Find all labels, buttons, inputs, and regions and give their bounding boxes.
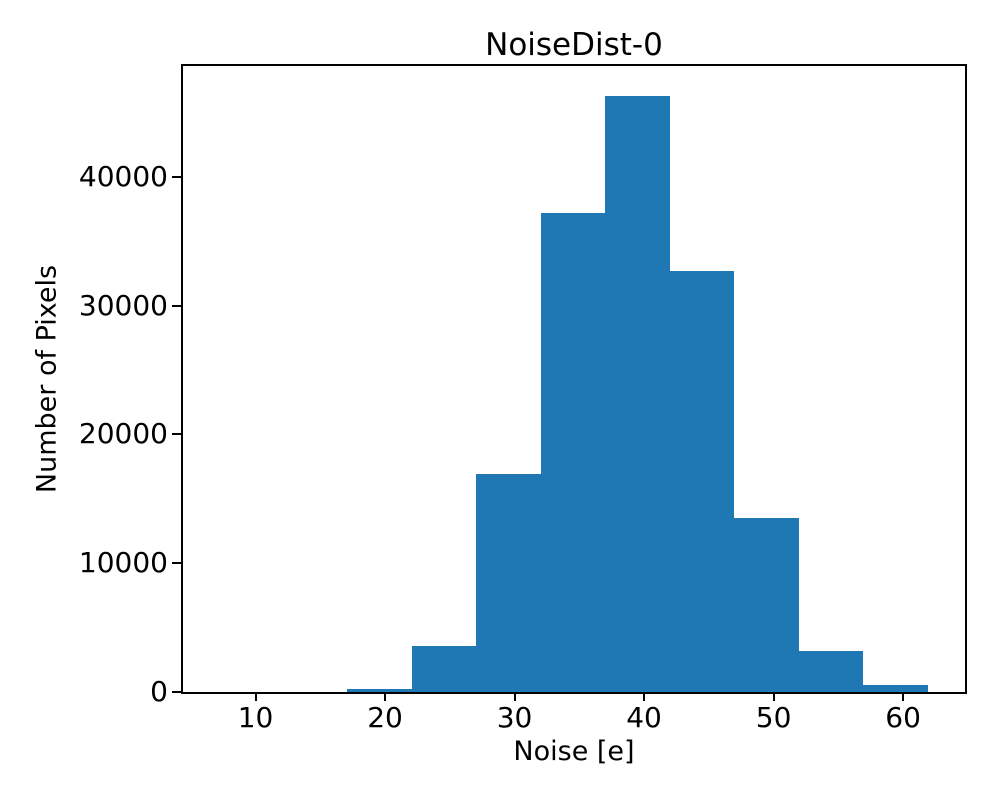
y-tick-label: 20000 (78, 417, 168, 451)
x-tick-mark (254, 692, 257, 701)
x-tick-label: 10 (237, 701, 274, 734)
histogram-bar (734, 518, 799, 692)
y-tick-mark (172, 175, 181, 178)
y-tick-label: 40000 (78, 159, 168, 193)
x-tick-mark (643, 692, 646, 701)
histogram-bar (346, 689, 412, 692)
x-tick-mark (902, 692, 905, 701)
x-tick-mark (772, 692, 775, 701)
y-tick-mark (172, 304, 181, 307)
chart-title: NoiseDist-0 (485, 27, 663, 63)
histogram-bar (863, 684, 928, 692)
x-tick-label: 60 (885, 701, 921, 734)
y-axis-label: Number of Pixels (31, 264, 63, 494)
x-tick-label: 30 (496, 701, 533, 734)
y-tick-mark (172, 433, 181, 436)
y-tick-label: 0 (150, 675, 168, 708)
bars-layer (183, 66, 965, 692)
histogram-bar (411, 646, 477, 692)
x-tick-label: 40 (626, 701, 662, 734)
x-axis-label: Noise [e] (513, 736, 635, 767)
x-tick-label: 50 (755, 701, 792, 734)
y-tick-label: 10000 (78, 546, 168, 580)
histogram-bar (669, 270, 735, 692)
x-tick-label: 20 (367, 701, 403, 734)
x-tick-mark (513, 692, 516, 701)
y-tick-mark (172, 691, 181, 693)
y-tick-label: 30000 (78, 288, 168, 322)
y-tick-mark (172, 562, 181, 565)
histogram-bar (476, 474, 541, 692)
histogram-bar (605, 95, 670, 692)
histogram-bar (540, 212, 606, 692)
x-tick-mark (384, 692, 387, 701)
histogram-bar (798, 651, 864, 692)
